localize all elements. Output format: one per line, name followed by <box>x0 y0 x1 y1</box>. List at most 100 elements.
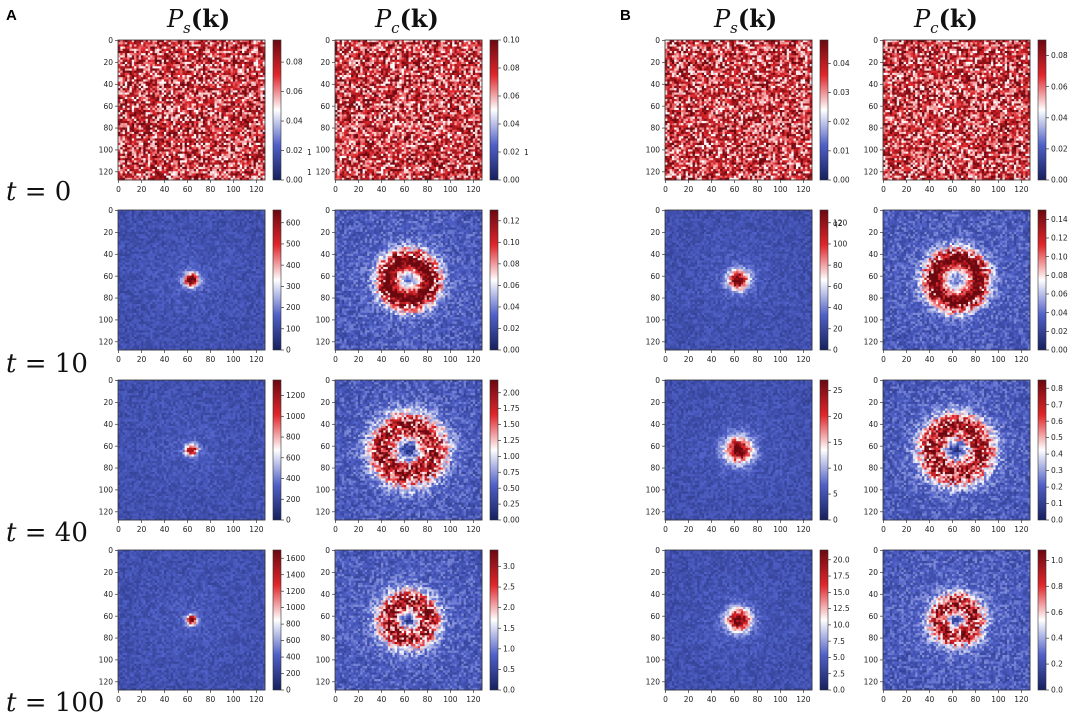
heatmap-cell <box>260 53 263 56</box>
heatmap-cell <box>189 53 192 56</box>
heatmap-cell <box>203 58 206 61</box>
heatmap-cell <box>210 51 213 54</box>
heatmap-cell <box>173 47 176 50</box>
heatmap-cell <box>194 53 197 56</box>
heatmap-cell <box>150 49 153 52</box>
heatmap-cell <box>240 44 243 47</box>
heatmap-cell <box>231 51 234 54</box>
heatmap-cell <box>203 44 206 47</box>
heatmap-cell <box>136 55 139 58</box>
heatmap-cell <box>244 55 247 58</box>
heatmap-cell <box>196 47 199 50</box>
heatmap-cell <box>175 55 178 58</box>
heatmap-cell <box>134 47 137 50</box>
heatmap-cell <box>221 55 224 58</box>
column-header-b-pc: Pc(k) <box>913 4 978 37</box>
heatmap-cell <box>192 47 195 50</box>
heatmap-cell <box>233 55 236 58</box>
heatmap-cell <box>148 51 151 54</box>
heatmap-cell <box>231 55 234 58</box>
heatmap-cell <box>187 49 190 52</box>
heatmap-cell <box>221 44 224 47</box>
heatmap-cell <box>210 42 213 45</box>
heatmap-cell <box>260 44 263 47</box>
heatmap-cell <box>152 55 155 58</box>
heatmap-cell <box>134 44 137 47</box>
heatmap-cell <box>123 60 126 63</box>
heatmap-cell <box>212 42 215 45</box>
heatmap-cell <box>205 51 208 54</box>
heatmap-cell <box>136 49 139 52</box>
heatmap-cell <box>196 58 199 61</box>
heatmap-cell <box>251 44 254 47</box>
heatmap-cell <box>237 42 240 45</box>
heatmap-cell <box>189 44 192 47</box>
heatmap-cell <box>233 53 236 56</box>
heatmap-cell <box>217 44 220 47</box>
heatmap-cell <box>242 47 245 50</box>
heatmap-cell <box>237 47 240 50</box>
heatmap-cell <box>152 49 155 52</box>
heatmap-cell <box>123 58 126 61</box>
heatmap-cell <box>196 42 199 45</box>
heatmap-cell <box>235 42 238 45</box>
heatmap-cell <box>162 53 165 56</box>
heatmap-cell <box>182 53 185 56</box>
heatmap-cell <box>258 42 261 45</box>
heatmap-cell <box>150 55 153 58</box>
heatmap-cell <box>208 44 211 47</box>
heatmap-cell <box>256 49 259 52</box>
heatmap-cell <box>203 51 206 54</box>
heatmap-cell <box>143 44 146 47</box>
heatmap-cell <box>180 51 183 54</box>
heatmap-cell <box>217 47 220 50</box>
heatmap-cell <box>201 47 204 50</box>
heatmap-cell <box>150 58 153 61</box>
heatmap-cell <box>235 55 238 58</box>
heatmap-cell <box>221 42 224 45</box>
heatmap-cell <box>182 42 185 45</box>
heatmap-cell <box>173 51 176 54</box>
heatmap-cell <box>205 49 208 52</box>
heatmap-cell <box>198 47 201 50</box>
row-label-t0: t = 0 <box>6 177 71 207</box>
heatmap-cell <box>212 53 215 56</box>
heatmap-cell <box>231 42 234 45</box>
heatmap-cell <box>194 42 197 45</box>
heatmap-cell <box>203 53 206 56</box>
heatmap-cell <box>157 51 160 54</box>
heatmap-cell <box>254 51 257 54</box>
heatmap-cell <box>141 51 144 54</box>
heatmap-cell <box>162 44 165 47</box>
heatmap-cell <box>242 55 245 58</box>
heatmap-cell <box>228 55 231 58</box>
heatmap-cell <box>212 58 215 61</box>
heatmap-cell <box>169 49 172 52</box>
heatmap-cell <box>162 51 165 54</box>
heatmap-cell <box>224 44 227 47</box>
heatmap-cell <box>233 42 236 45</box>
heatmap-cell <box>203 47 206 50</box>
heatmap-cell <box>247 53 250 56</box>
heatmap-cell <box>256 51 259 54</box>
heatmap-cell <box>258 51 261 54</box>
heatmap-cell <box>132 53 135 56</box>
heatmap-cell <box>187 47 190 50</box>
heatmap-cell <box>166 51 169 54</box>
heatmap-cell <box>155 58 158 61</box>
heatmap-cell <box>203 49 206 52</box>
heatmap-cell <box>201 55 204 58</box>
heatmap-cell <box>159 53 162 56</box>
heatmap-cell <box>173 58 176 61</box>
heatmap-cell <box>194 55 197 58</box>
heatmap-cell <box>125 55 128 58</box>
heatmap-cell <box>175 44 178 47</box>
heatmap-cell <box>175 49 178 52</box>
heatmap-cell <box>148 55 151 58</box>
heatmap-cell <box>146 51 149 54</box>
heatmap-cell <box>169 44 172 47</box>
heatmap-cell <box>247 47 250 50</box>
heatmap-cell <box>146 55 149 58</box>
heatmap-cell <box>169 55 172 58</box>
heatmap-cell <box>129 53 132 56</box>
